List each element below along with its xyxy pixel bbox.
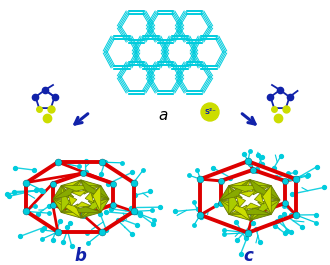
Polygon shape <box>93 186 101 213</box>
Polygon shape <box>68 195 77 206</box>
Polygon shape <box>75 202 91 208</box>
Polygon shape <box>61 204 81 218</box>
Polygon shape <box>236 196 246 207</box>
Polygon shape <box>61 180 81 194</box>
Polygon shape <box>250 180 280 200</box>
Polygon shape <box>53 199 74 213</box>
Polygon shape <box>258 186 280 200</box>
Polygon shape <box>250 200 280 220</box>
Polygon shape <box>220 180 250 200</box>
Polygon shape <box>250 180 271 195</box>
Polygon shape <box>61 186 101 191</box>
Polygon shape <box>220 186 242 200</box>
Polygon shape <box>239 191 256 197</box>
Polygon shape <box>81 204 101 218</box>
Polygon shape <box>81 180 109 199</box>
Polygon shape <box>61 186 69 213</box>
Text: c: c <box>243 247 253 265</box>
Text: a: a <box>158 108 168 122</box>
Polygon shape <box>229 180 250 195</box>
Text: S²⁻: S²⁻ <box>204 109 216 115</box>
Polygon shape <box>229 205 250 220</box>
Polygon shape <box>88 199 109 213</box>
Polygon shape <box>262 186 271 214</box>
Polygon shape <box>244 203 261 209</box>
Text: b: b <box>74 247 86 265</box>
Polygon shape <box>53 199 81 218</box>
Polygon shape <box>53 180 81 199</box>
Polygon shape <box>258 200 280 214</box>
Polygon shape <box>220 200 242 214</box>
Polygon shape <box>85 192 94 203</box>
Polygon shape <box>229 209 271 214</box>
Polygon shape <box>220 200 250 220</box>
Polygon shape <box>250 205 271 220</box>
Circle shape <box>201 103 219 121</box>
Polygon shape <box>71 190 87 196</box>
Polygon shape <box>61 207 101 213</box>
Polygon shape <box>254 193 264 204</box>
Polygon shape <box>229 186 238 214</box>
Polygon shape <box>229 186 271 192</box>
Polygon shape <box>81 180 101 194</box>
Polygon shape <box>88 186 109 199</box>
Polygon shape <box>81 199 109 218</box>
Polygon shape <box>53 186 74 199</box>
